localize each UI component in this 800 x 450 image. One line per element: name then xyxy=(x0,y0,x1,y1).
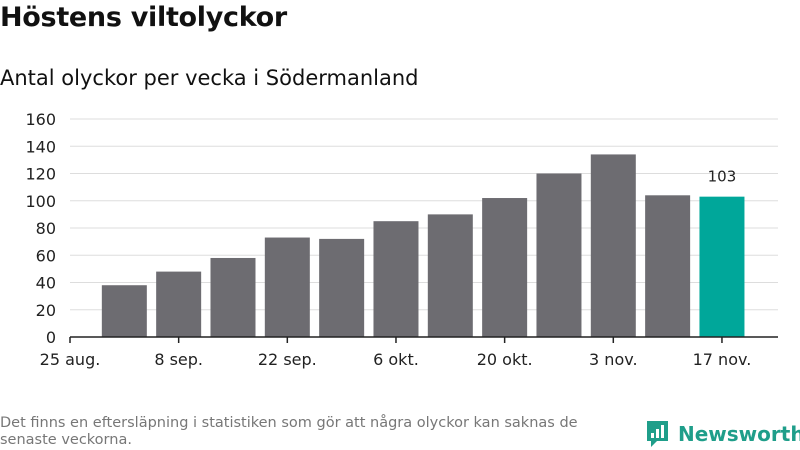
x-tick-label: 17 nov. xyxy=(693,350,752,369)
x-tick-label: 6 okt. xyxy=(373,350,419,369)
chart-subtitle: Antal olyckor per vecka i Södermanland xyxy=(0,66,419,90)
brand-name: Newsworthy xyxy=(678,422,800,446)
y-tick-label: 20 xyxy=(36,301,56,320)
bar xyxy=(427,214,473,337)
bar xyxy=(156,271,202,337)
y-tick-label: 0 xyxy=(46,328,56,347)
chart-title: Höstens viltolyckor xyxy=(0,2,287,33)
footnote: Det finns en eftersläpning i statistiken… xyxy=(0,415,578,448)
y-tick-label: 100 xyxy=(25,192,56,211)
brand-logo: Newsworthy xyxy=(645,418,800,450)
bar xyxy=(645,195,691,337)
x-tick-label: 8 sep. xyxy=(154,350,203,369)
y-tick-label: 60 xyxy=(36,246,56,265)
y-tick-label: 140 xyxy=(25,137,56,156)
bar xyxy=(264,237,310,337)
bar xyxy=(101,285,147,337)
x-tick-label: 22 sep. xyxy=(258,350,317,369)
newsworthy-logo-icon xyxy=(647,421,668,447)
y-tick-label: 160 xyxy=(25,110,56,129)
bar-chart: 0 20 40 60 80 100 120 140 160 103 25 aug. 8 sep. 22 … xyxy=(25,110,778,369)
y-tick-label: 120 xyxy=(25,165,56,184)
bar xyxy=(699,196,745,337)
bar xyxy=(210,257,256,337)
x-tick-label: 20 okt. xyxy=(477,350,533,369)
bar xyxy=(373,221,419,337)
bar xyxy=(319,238,365,337)
bar xyxy=(536,173,582,337)
y-tick-label: 40 xyxy=(36,274,56,293)
bar xyxy=(482,198,528,337)
data-label: 103 xyxy=(708,168,737,186)
y-tick-label: 80 xyxy=(36,219,56,238)
bar xyxy=(590,154,636,337)
x-tick-label: 3 nov. xyxy=(589,350,638,369)
x-tick-label: 25 aug. xyxy=(40,350,101,369)
